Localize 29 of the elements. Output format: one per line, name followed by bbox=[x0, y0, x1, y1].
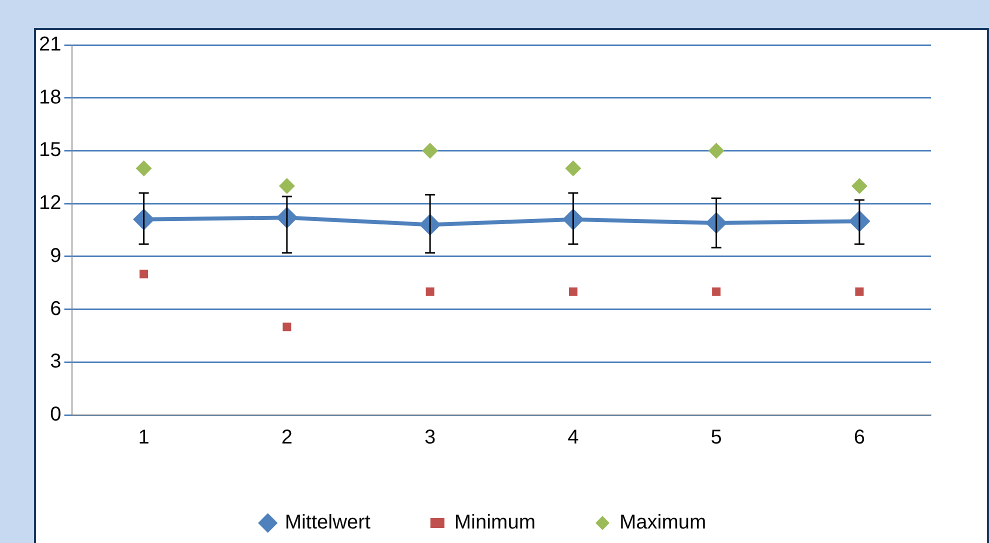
point bbox=[136, 160, 152, 176]
x-tick-label: 1 bbox=[138, 426, 150, 449]
point bbox=[278, 178, 295, 194]
y-tick-label: 3 bbox=[50, 350, 62, 373]
y-tick-label: 15 bbox=[38, 139, 62, 162]
x-tick-label: 6 bbox=[854, 426, 865, 449]
x-tick-label: 3 bbox=[424, 426, 436, 449]
y-tick-label: 18 bbox=[38, 86, 62, 108]
point bbox=[140, 270, 148, 278]
point bbox=[565, 160, 582, 176]
point bbox=[282, 322, 292, 332]
x-tick-label: 4 bbox=[568, 426, 579, 449]
y-tick-label: 0 bbox=[50, 404, 62, 426]
point bbox=[422, 142, 438, 159]
point bbox=[851, 178, 868, 194]
y-tick-label: 12 bbox=[38, 192, 62, 214]
legend-label: Mittelwert bbox=[284, 512, 371, 534]
x-tick-label: 5 bbox=[710, 426, 722, 449]
point bbox=[568, 287, 578, 296]
point bbox=[708, 142, 724, 159]
legend-label: Minimum bbox=[454, 512, 536, 534]
y-tick-label: 21 bbox=[38, 34, 62, 56]
point bbox=[855, 287, 864, 296]
point bbox=[712, 287, 721, 296]
legend-label: Maximum bbox=[620, 512, 706, 534]
y-tick-label: 9 bbox=[50, 244, 62, 267]
x-tick-label: 2 bbox=[281, 426, 292, 449]
y-tick-label: 6 bbox=[50, 298, 62, 320]
point bbox=[426, 287, 434, 296]
